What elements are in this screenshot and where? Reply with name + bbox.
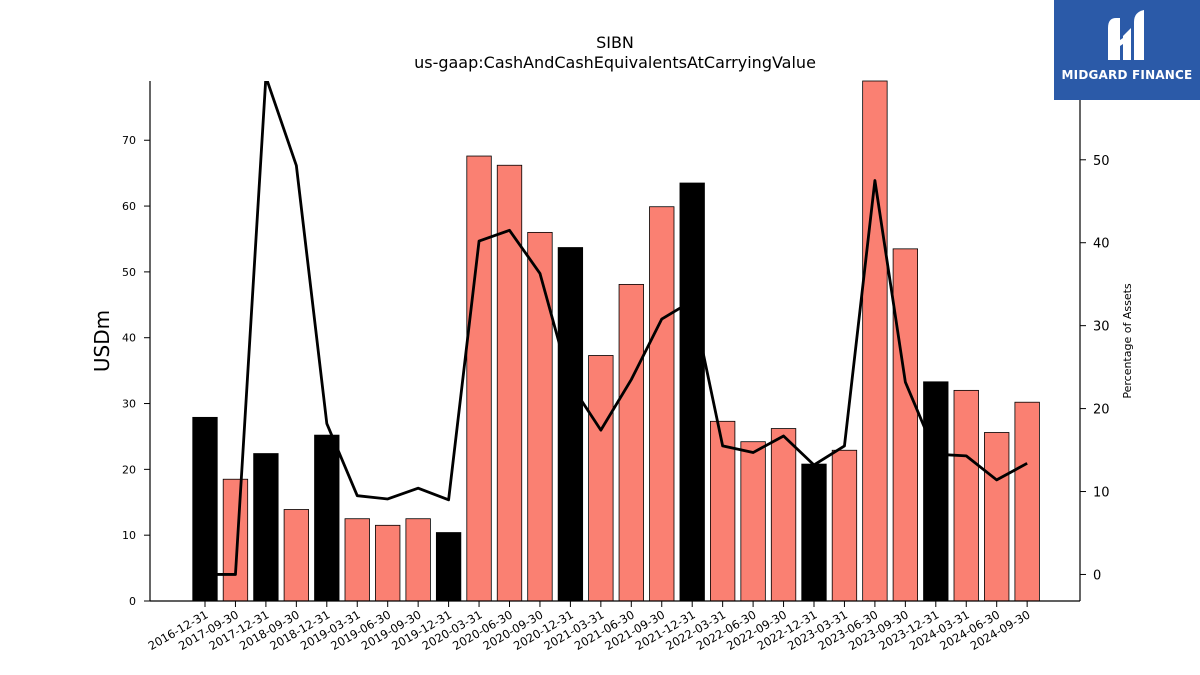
logo-text: MIDGARD FINANCE bbox=[1061, 68, 1193, 82]
y2-tick-label: 40 bbox=[1093, 237, 1110, 252]
bar-2023-03-31 bbox=[831, 449, 858, 602]
y-tick-label: 60 bbox=[122, 200, 136, 213]
bar-2018-12-31 bbox=[314, 434, 340, 602]
bar-2019-03-31 bbox=[344, 518, 370, 602]
bar-2024-03-31 bbox=[953, 389, 979, 602]
chart-title: SIBN bbox=[596, 33, 634, 52]
y2-tick-label: 10 bbox=[1093, 486, 1110, 501]
bar-2016-12-31 bbox=[192, 416, 218, 602]
bar-2023-06-30 bbox=[862, 80, 888, 602]
midgard-finance-logo: MIDGARD FINANCE bbox=[1054, 0, 1200, 100]
y-tick-label: 70 bbox=[122, 134, 136, 147]
y2-axis-label: Percentage of Assets bbox=[1121, 283, 1134, 399]
bar-2019-09-30 bbox=[405, 518, 431, 602]
bar-2020-03-31 bbox=[466, 155, 492, 602]
y-tick-label: 40 bbox=[122, 332, 136, 345]
y-tick-label: 50 bbox=[122, 266, 136, 279]
bar-2021-03-31 bbox=[588, 355, 614, 602]
bars-layer bbox=[192, 80, 1040, 602]
bar-2017-09-30 bbox=[222, 478, 249, 602]
bar-2024-06-30 bbox=[984, 432, 1010, 602]
y-axis-label: USDm bbox=[90, 310, 114, 372]
bar-2020-06-30 bbox=[496, 164, 523, 602]
line-layer bbox=[205, 81, 1028, 576]
bar-2023-12-31 bbox=[923, 381, 949, 602]
bar-2017-12-31 bbox=[253, 453, 279, 602]
bar-2020-12-31 bbox=[557, 247, 584, 602]
bar-2022-06-30 bbox=[740, 441, 766, 602]
y2-tick-label: 0 bbox=[1093, 568, 1101, 583]
y-tick-label: 20 bbox=[122, 463, 136, 476]
y2-tick-label: 30 bbox=[1093, 320, 1110, 335]
bar-2022-12-31 bbox=[801, 463, 827, 602]
bar-2021-06-30 bbox=[618, 283, 644, 602]
y-tick-label: 30 bbox=[122, 398, 136, 411]
y2-tick-label: 20 bbox=[1093, 403, 1110, 418]
midgard-logo-icon bbox=[1108, 10, 1144, 60]
bar-2019-06-30 bbox=[375, 524, 401, 602]
bar-2020-09-30 bbox=[527, 231, 553, 602]
y-tick-label: 10 bbox=[122, 529, 136, 542]
bar-2018-09-30 bbox=[283, 509, 310, 602]
chart-subtitle: us-gaap:CashAndCashEquivalentsAtCarrying… bbox=[414, 53, 816, 72]
bar-2021-09-30 bbox=[649, 206, 675, 602]
bar-2021-12-31 bbox=[679, 182, 705, 602]
bar-2019-12-31 bbox=[435, 532, 462, 602]
y-tick-label: 0 bbox=[129, 595, 136, 608]
bar-2022-09-30 bbox=[770, 428, 797, 602]
percentage-line bbox=[205, 81, 1028, 576]
y2-tick-label: 50 bbox=[1093, 154, 1110, 169]
bar-2022-03-31 bbox=[710, 420, 736, 602]
bar-2023-09-30 bbox=[892, 248, 918, 602]
bar-2024-09-30 bbox=[1014, 401, 1040, 602]
